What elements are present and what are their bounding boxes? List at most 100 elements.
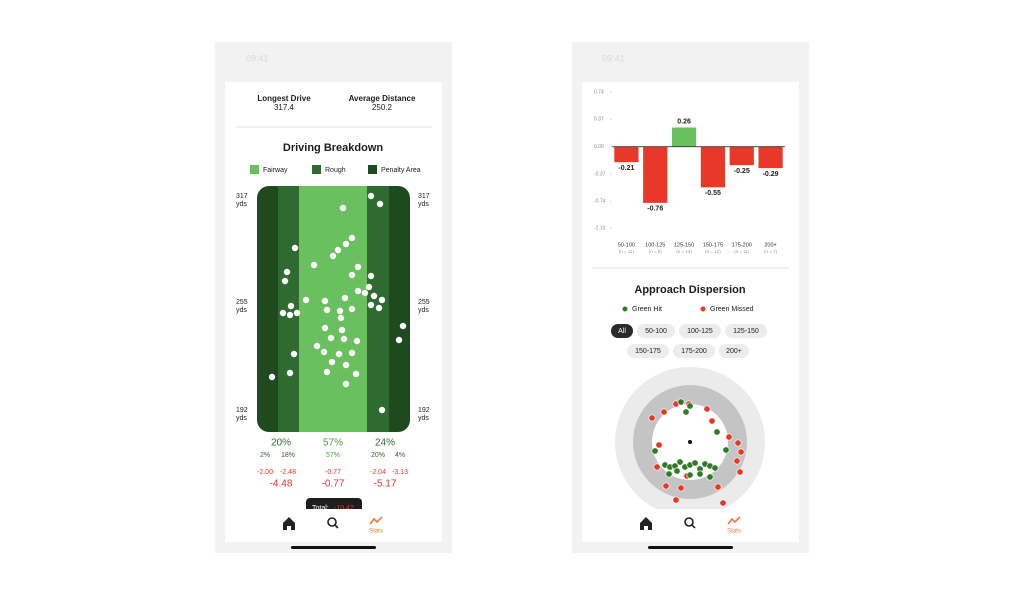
column-sg: -2.48 <box>280 469 296 476</box>
legend-swatch <box>250 165 259 174</box>
fairway <box>299 186 367 432</box>
filter-pill[interactable] <box>611 324 633 338</box>
section-title: Driving Breakdown <box>283 142 384 154</box>
distance: 255 <box>236 299 248 306</box>
bar-chart: 0.740.370.00-0.37-0.74-1.10-0.2150-100(n… <box>594 89 785 254</box>
legend-swatch <box>368 165 377 174</box>
distance: 255 <box>418 299 430 306</box>
x-tick-label: 125-150 <box>674 242 694 248</box>
summary-label: Longest Drive <box>257 94 311 103</box>
search-icon-handle <box>691 524 696 529</box>
rough <box>278 186 299 432</box>
x-tick-label: 175-200 <box>732 242 752 248</box>
breakdown-columns: 20% 2% 18% -2.00 -2.48 -4.48 57% 57% -0.… <box>257 438 408 490</box>
filter-pill[interactable] <box>725 324 767 338</box>
drive-dots <box>268 192 407 414</box>
field <box>257 186 410 432</box>
distance: 317 <box>418 193 430 200</box>
column-split: 2% <box>260 452 270 459</box>
column-pct: 57% <box>323 438 343 449</box>
distance-unit: yds <box>236 201 247 208</box>
bar <box>700 146 726 188</box>
bar <box>643 146 668 203</box>
column-pct: 20% <box>271 438 291 449</box>
distance: 192 <box>236 407 248 414</box>
filter-label[interactable]: 125-150 <box>733 328 759 335</box>
filter-label[interactable]: 200+ <box>726 348 742 355</box>
sample-size: (n = 12) <box>705 249 721 254</box>
column-split: 57% <box>326 452 340 459</box>
section-title: Approach Dispersion <box>634 284 746 296</box>
filter-label[interactable]: 100-125 <box>687 328 713 335</box>
bar <box>729 146 754 166</box>
distance-unit: yds <box>418 201 429 208</box>
filter-label[interactable]: 150-175 <box>635 348 661 355</box>
target <box>615 367 765 517</box>
filter-pill[interactable] <box>679 324 721 338</box>
nav-label[interactable]: Stats <box>727 529 741 535</box>
legend-dot <box>700 306 706 312</box>
home-icon[interactable] <box>283 517 295 530</box>
status-time: 09:41 <box>246 53 269 63</box>
filter-label[interactable]: 175-200 <box>681 348 707 355</box>
status-time: 09:41 <box>602 53 625 63</box>
y-tick-label: -1.10 <box>594 225 606 231</box>
nav-label[interactable]: Stats <box>369 529 383 535</box>
search-icon-handle <box>334 524 339 529</box>
left-phone: 09:41 Longest Drive 317.4 Average Distan… <box>215 42 452 553</box>
summary-label: Average Distance <box>349 94 416 103</box>
column-total: -4.48 <box>270 479 293 490</box>
column-pct: 24% <box>375 438 395 449</box>
legend-label: Fairway <box>263 167 288 174</box>
column-sg: -2.00 <box>257 469 273 476</box>
y-tick-label: 0.74 <box>594 89 604 95</box>
column-split: 20% <box>371 452 385 459</box>
summary-value: 317.4 <box>274 103 295 112</box>
sample-size: (n = 7) <box>764 249 778 254</box>
summary-value: 250.2 <box>372 103 393 112</box>
filters: All 50-100 100-125 125-150 150-175 175-2… <box>611 324 767 358</box>
distance: 192 <box>418 407 430 414</box>
stats-icon[interactable] <box>369 516 383 525</box>
search-icon[interactable] <box>327 517 337 527</box>
column-total: -0.77 <box>322 479 345 490</box>
filter-pill[interactable] <box>719 344 749 358</box>
distance-labels: 317 yds 317 yds 255 yds 255 yds 192 yds … <box>236 193 430 422</box>
filter-pill[interactable] <box>673 344 715 358</box>
column-sg: -3.13 <box>392 469 408 476</box>
tooltip-label: Total: <box>312 505 329 512</box>
value-label: -0.25 <box>734 168 750 175</box>
penalty-area <box>389 186 410 432</box>
legend-swatch <box>312 165 321 174</box>
y-tick-label: -0.37 <box>594 171 606 177</box>
sample-size: (n = 14) <box>676 249 692 254</box>
filter-pill[interactable] <box>627 344 669 358</box>
distance-unit: yds <box>418 415 429 422</box>
filter-pill[interactable] <box>637 324 675 338</box>
search-icon[interactable] <box>684 517 694 527</box>
pin <box>688 440 692 444</box>
legend-dot <box>622 306 628 312</box>
nav-bar <box>262 509 404 541</box>
tooltip-value: -10.42 <box>334 505 354 512</box>
nav-bar <box>619 509 761 541</box>
x-tick-label: 50-100 <box>618 242 635 248</box>
legend-label: Penalty Area <box>381 167 421 174</box>
x-tick-label: 100-125 <box>645 242 665 248</box>
column-split: 4% <box>395 452 405 459</box>
home-indicator <box>291 546 376 549</box>
home-icon[interactable] <box>640 517 652 530</box>
distance-unit: yds <box>236 307 247 314</box>
distance-unit: yds <box>236 415 247 422</box>
stats-icon[interactable] <box>727 516 741 525</box>
x-tick-label: 200+ <box>764 242 776 248</box>
bar <box>671 127 697 147</box>
legend-label: Green Missed <box>710 306 754 313</box>
column-sg: -0.77 <box>325 469 341 476</box>
filter-label[interactable]: 50-100 <box>645 328 667 335</box>
column-sg: -2.04 <box>370 469 386 476</box>
filter-label[interactable]: All <box>618 328 626 335</box>
bar <box>758 146 783 169</box>
x-tick-label: 150-175 <box>703 242 723 248</box>
